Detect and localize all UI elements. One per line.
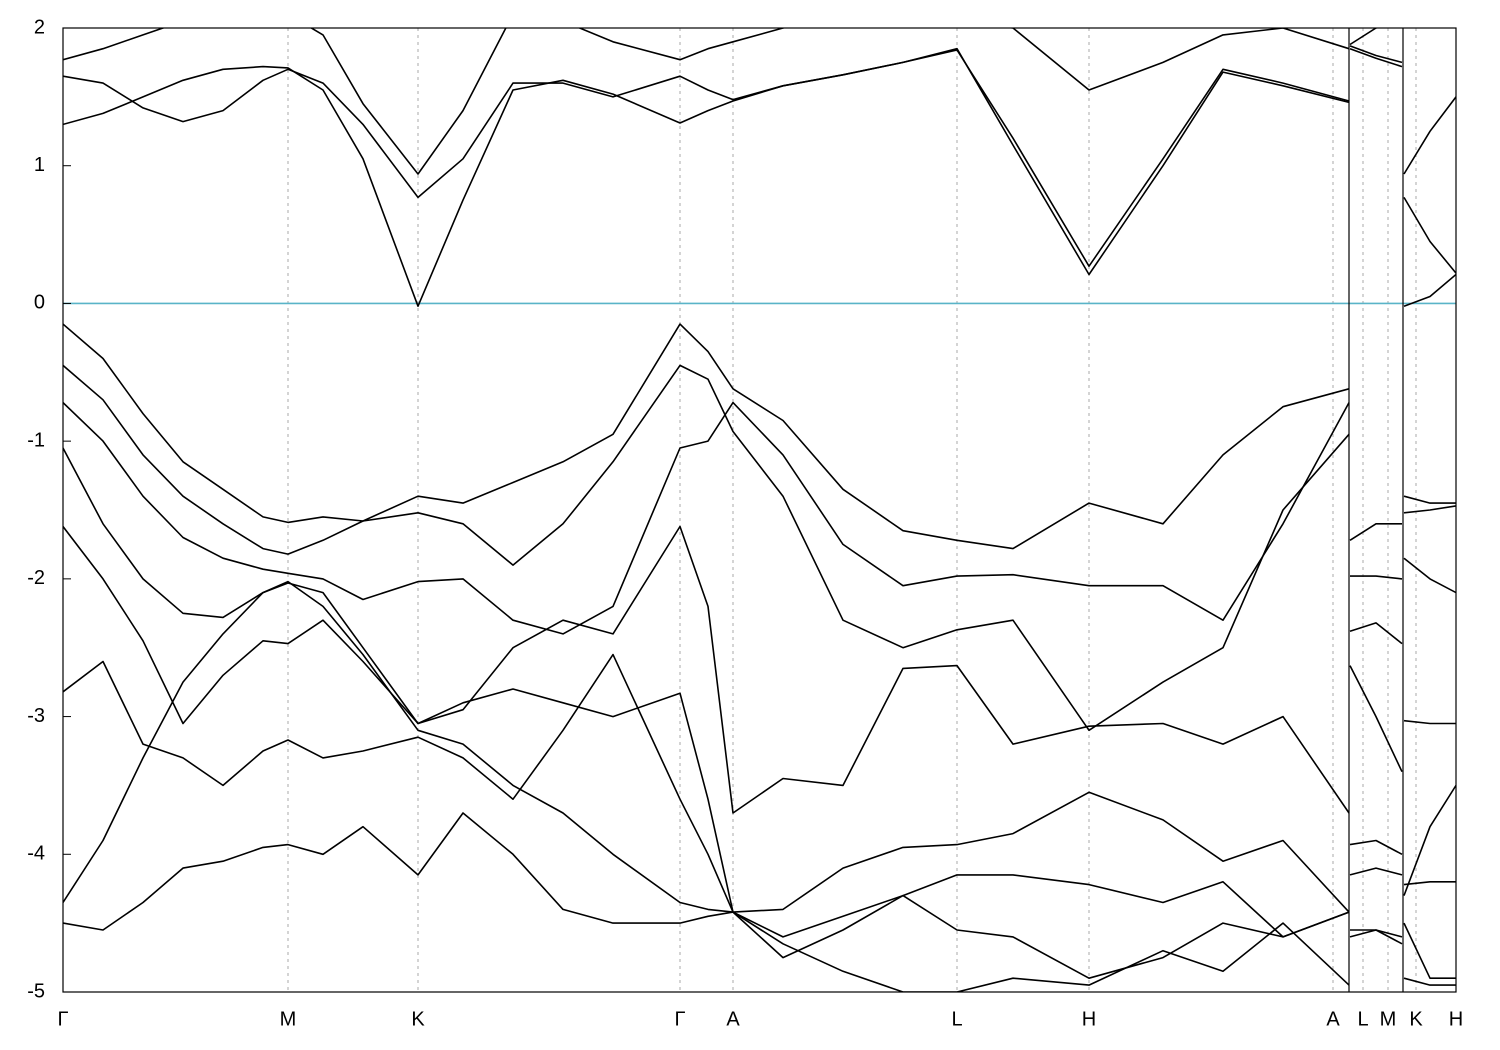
y-tick-label: 0 — [34, 292, 45, 314]
y-tick-label: -3 — [27, 705, 45, 727]
x-tick-label: L — [951, 1008, 962, 1030]
band — [63, 401, 1456, 635]
x-tick-label: M — [280, 1008, 297, 1030]
x-tick-label: Γ — [57, 1008, 68, 1030]
y-tick-label: -2 — [27, 567, 45, 589]
band — [63, 526, 1456, 959]
x-tick-label: H — [1449, 1008, 1463, 1030]
x-tick-label: L — [1357, 1008, 1368, 1030]
x-tick-label: A — [1326, 1008, 1340, 1030]
y-tick-label: 2 — [34, 16, 45, 38]
band — [63, 45, 1456, 274]
y-tick-label: 1 — [34, 154, 45, 176]
y-tick-label: -4 — [27, 843, 45, 865]
band — [63, 364, 1456, 732]
x-tick-label: H — [1082, 1008, 1096, 1030]
band — [63, 28, 1456, 175]
x-tick-label: A — [726, 1008, 740, 1030]
band — [63, 323, 1456, 550]
y-tick-label: -5 — [27, 980, 45, 1002]
y-tick-label: -1 — [27, 429, 45, 451]
band — [63, 812, 1456, 992]
band — [63, 47, 1456, 307]
bands — [63, 28, 1456, 992]
x-tick-label: K — [1409, 1008, 1423, 1030]
band — [63, 447, 1456, 814]
plot-frame — [62, 27, 1457, 993]
x-tick-label: Γ — [674, 1008, 685, 1030]
band — [63, 653, 1456, 913]
x-tick-label: K — [411, 1008, 425, 1030]
x-tick-label: M — [1380, 1008, 1397, 1030]
